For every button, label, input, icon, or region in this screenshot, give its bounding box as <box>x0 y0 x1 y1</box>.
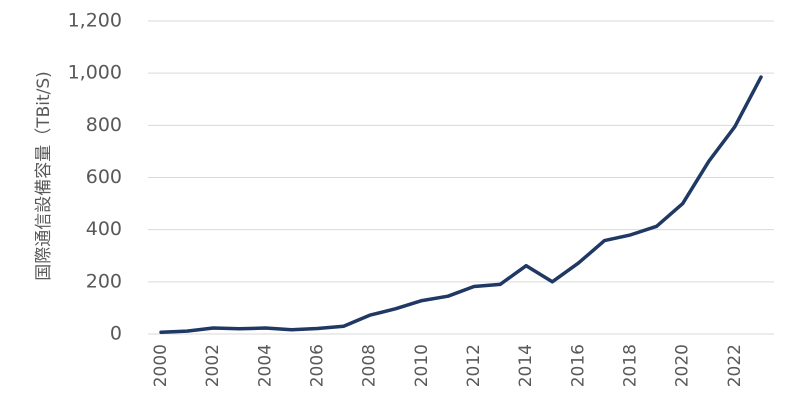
x-tick-label: 2000 <box>151 344 171 387</box>
x-tick-label: 2018 <box>621 344 641 387</box>
y-tick-label: 0 <box>110 323 122 345</box>
x-axis-tick-labels: 2000 2002 2004 2006 2008 2010 2012 2014 2016 2018… <box>151 344 745 387</box>
y-tick-label: 800 <box>86 114 122 136</box>
series-lines <box>159 75 763 334</box>
y-tick-label: 600 <box>86 166 122 188</box>
x-tick-label: 2014 <box>516 344 536 387</box>
y-tick-label: 1,200 <box>68 10 122 32</box>
y-tick-label: 1,000 <box>68 62 122 84</box>
x-tick-label: 2016 <box>568 344 588 387</box>
x-tick-label: 2002 <box>203 344 223 387</box>
x-tick-label: 2004 <box>255 344 275 387</box>
y-tick-label: 400 <box>86 218 122 240</box>
y-axis-label: 国際通信設備容量（TBit/S) <box>34 71 54 281</box>
x-tick-label: 2022 <box>725 344 745 387</box>
y-axis-tick-labels: 0 200 400 600 800 1,000 1,200 <box>68 10 122 345</box>
series-line <box>159 75 763 334</box>
y-tick-label: 200 <box>86 270 122 292</box>
x-tick-label: 2010 <box>412 344 432 387</box>
x-tick-label: 2012 <box>464 344 484 387</box>
x-tick-label: 2006 <box>308 344 328 387</box>
x-tick-label: 2020 <box>673 344 693 387</box>
x-tick-label: 2008 <box>360 344 380 387</box>
gridlines <box>148 20 774 335</box>
